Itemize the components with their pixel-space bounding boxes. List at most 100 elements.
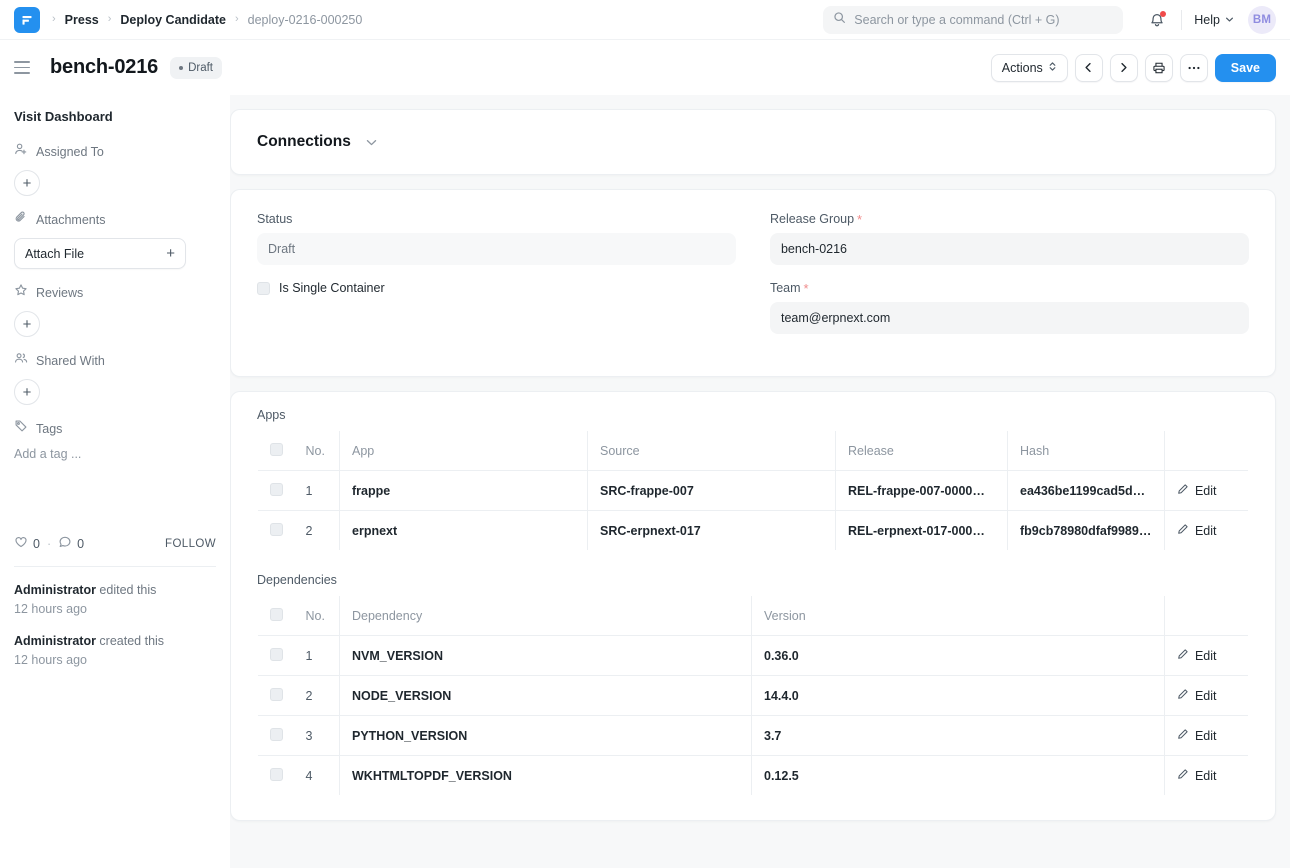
row-edit-button[interactable]: Edit: [1164, 635, 1248, 676]
actions-button[interactable]: Actions: [990, 53, 1068, 82]
required-asterisk-icon: *: [857, 211, 863, 227]
follow-button[interactable]: FOLLOW: [165, 537, 216, 550]
status-field: Status Draft: [257, 212, 736, 265]
row-dependency[interactable]: WKHTMLTOPDF_VERSION: [339, 755, 752, 795]
row-version[interactable]: 0.12.5: [751, 755, 1165, 795]
add-tag-input[interactable]: Add a tag ...: [14, 447, 82, 461]
row-version[interactable]: 3.7: [751, 715, 1165, 756]
row-checkbox[interactable]: [258, 756, 294, 796]
status-value: Draft: [257, 233, 736, 265]
tables-section: Apps No. App Source Release Hash: [230, 391, 1276, 821]
table-row[interactable]: 2 erpnext SRC-erpnext-017 REL-erpnext-01…: [258, 510, 1248, 551]
sidebar: Visit Dashboard Assigned To +: [0, 95, 230, 868]
page-title: bench-0216: [50, 56, 159, 78]
row-edit-button[interactable]: Edit: [1164, 675, 1248, 716]
activity-action: created this: [95, 633, 165, 648]
row-release[interactable]: REL-erpnext-017-000…: [835, 510, 1008, 550]
row-checkbox[interactable]: [257, 675, 294, 716]
save-button[interactable]: Save: [1214, 53, 1276, 82]
row-checkbox[interactable]: [257, 470, 294, 511]
pencil-icon: [1177, 688, 1189, 703]
table-row[interactable]: 4 WKHTMLTOPDF_VERSION 0.12.5 Edit: [258, 755, 1248, 796]
chevron-down-icon[interactable]: [365, 136, 378, 149]
row-hash[interactable]: ea436be1199cad5d8f…: [1007, 470, 1165, 511]
table-row[interactable]: 3 PYTHON_VERSION 3.7 Edit: [257, 715, 1248, 756]
comment-button[interactable]: 0: [58, 535, 84, 552]
attachments-header: Attachments: [14, 210, 216, 229]
avatar[interactable]: BM: [1248, 5, 1276, 34]
status-label-text: Status: [257, 212, 293, 226]
checkbox-box[interactable]: [257, 281, 270, 295]
table-row[interactable]: 1 NVM_VERSION 0.36.0 Edit: [257, 635, 1248, 676]
frappe-logo-icon[interactable]: [14, 6, 40, 33]
next-document-button[interactable]: [1109, 53, 1138, 82]
navbar-right-group: Search or type a command (Ctrl + G) Help: [823, 5, 1276, 34]
apps-col-no: No.: [293, 431, 340, 471]
activity-action: edited this: [95, 583, 157, 597]
row-app[interactable]: frappe: [339, 470, 588, 511]
sidebar-section-attachments: Attachments Attach File +: [14, 210, 216, 269]
add-review-button[interactable]: +: [14, 311, 40, 337]
chevron-down-icon: [1225, 13, 1234, 27]
actions-label: Actions: [1001, 60, 1043, 75]
team-label: Team *: [770, 281, 1249, 295]
search-icon: [833, 11, 846, 29]
row-source[interactable]: SRC-frappe-007: [587, 470, 836, 511]
visit-dashboard-link[interactable]: Visit Dashboard: [14, 109, 113, 124]
row-edit-button[interactable]: Edit: [1164, 511, 1248, 551]
dependencies-col-actions: [1164, 596, 1248, 636]
row-version[interactable]: 14.4.0: [751, 675, 1165, 716]
row-release[interactable]: REL-frappe-007-0000…: [835, 470, 1008, 511]
row-app[interactable]: erpnext: [339, 510, 588, 550]
breadcrumb-item-press[interactable]: Press: [64, 12, 99, 27]
row-edit-button[interactable]: Edit: [1164, 756, 1248, 796]
select-all-apps-checkbox[interactable]: [257, 431, 294, 471]
connections-section[interactable]: Connections: [230, 109, 1276, 175]
more-options-button[interactable]: [1179, 53, 1208, 82]
table-row[interactable]: 2 NODE_VERSION 14.4.0 Edit: [257, 675, 1248, 716]
breadcrumb-item-deploy-candidate[interactable]: Deploy Candidate: [120, 12, 226, 27]
row-edit-button[interactable]: Edit: [1164, 470, 1248, 511]
notifications-button[interactable]: [1145, 8, 1169, 32]
table-row[interactable]: 1 frappe SRC-frappe-007 REL-frappe-007-0…: [257, 470, 1248, 511]
search-input[interactable]: Search or type a command (Ctrl + G): [823, 5, 1124, 34]
chevron-updown-icon: [1048, 61, 1057, 75]
help-menu[interactable]: Help: [1194, 13, 1234, 27]
comment-count: 0: [77, 536, 85, 551]
social-bar: 0 · 0 FOLLOW: [14, 535, 216, 552]
select-all-dependencies-checkbox[interactable]: [257, 596, 294, 636]
apps-table: No. App Source Release Hash 1 frappe SRC…: [257, 430, 1249, 551]
previous-document-button[interactable]: [1074, 53, 1103, 82]
row-dependency[interactable]: PYTHON_VERSION: [339, 715, 752, 756]
row-version[interactable]: 0.36.0: [751, 635, 1165, 676]
row-checkbox[interactable]: [258, 511, 294, 551]
row-source[interactable]: SRC-erpnext-017: [587, 510, 836, 550]
dependencies-col-dependency: Dependency: [339, 596, 752, 636]
attach-file-button[interactable]: Attach File +: [14, 238, 186, 269]
print-button[interactable]: [1144, 53, 1173, 82]
release-group-label: Release Group *: [770, 212, 1249, 226]
required-asterisk-icon: *: [803, 280, 809, 296]
row-edit-button[interactable]: Edit: [1164, 715, 1248, 756]
like-button[interactable]: 0: [14, 535, 40, 552]
tags-label: Tags: [36, 421, 63, 436]
row-hash[interactable]: fb9cb78980dfaf9989…: [1007, 510, 1165, 550]
team-input[interactable]: team@erpnext.com: [769, 302, 1249, 334]
activity-item-created: Administrator created this 12 hours ago: [14, 632, 216, 671]
row-checkbox[interactable]: [257, 635, 294, 676]
page-body: Visit Dashboard Assigned To +: [0, 95, 1290, 868]
add-share-button[interactable]: +: [14, 379, 40, 405]
apps-col-source: Source: [587, 431, 836, 471]
sidebar-divider: [14, 566, 216, 567]
breadcrumb-item-current[interactable]: deploy-0216-000250: [247, 12, 363, 27]
row-dependency[interactable]: NODE_VERSION: [339, 675, 752, 716]
row-dependency[interactable]: NVM_VERSION: [339, 635, 752, 676]
row-checkbox[interactable]: [257, 715, 294, 756]
release-group-input[interactable]: bench-0216: [769, 233, 1249, 265]
row-index: 4: [293, 755, 340, 795]
activity-item-edited: Administrator edited this 12 hours ago: [14, 581, 216, 620]
breadcrumb-separator: ›: [52, 13, 56, 25]
add-assignment-button[interactable]: +: [14, 170, 40, 196]
sidebar-toggle-icon[interactable]: [14, 57, 36, 79]
is-single-container-checkbox[interactable]: Is Single Container: [257, 281, 736, 295]
